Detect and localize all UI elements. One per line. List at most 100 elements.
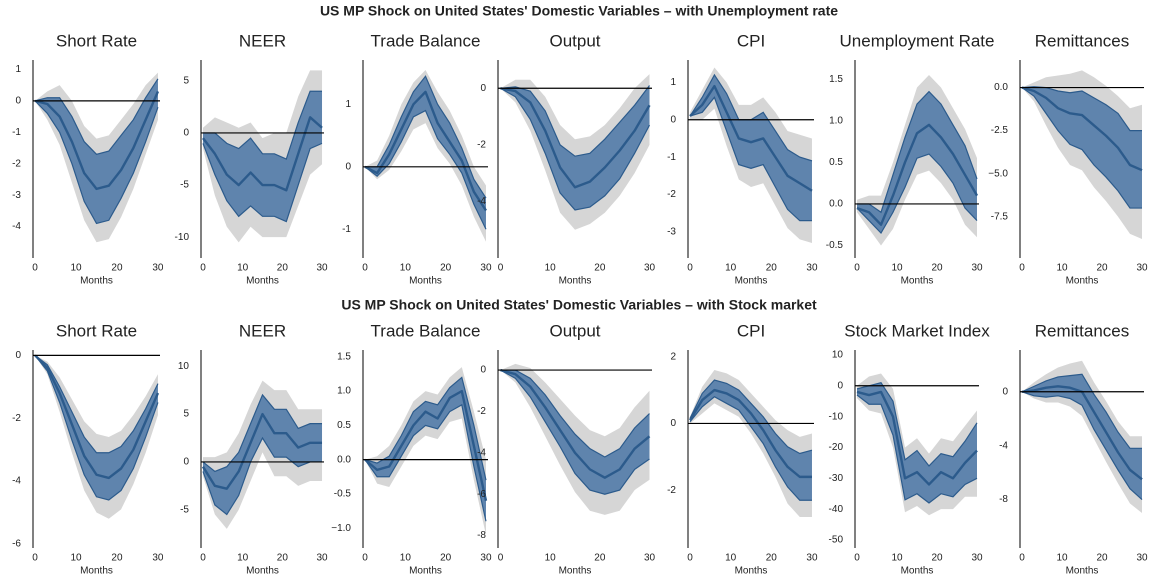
y-tick-label: -40 bbox=[829, 504, 844, 515]
x-tick-label: 30 bbox=[480, 263, 492, 274]
y-tick-label: 1.0 bbox=[829, 115, 843, 126]
median-line bbox=[500, 87, 651, 189]
outer-band bbox=[690, 370, 812, 517]
x-tick-label: 10 bbox=[891, 553, 903, 564]
x-tick-label: 20 bbox=[931, 553, 943, 564]
median-line bbox=[202, 116, 323, 192]
median-line bbox=[201, 412, 323, 490]
outer-band bbox=[1022, 360, 1142, 513]
band-edge bbox=[202, 142, 323, 223]
x-tick-label: 30 bbox=[1136, 553, 1148, 564]
band-edge bbox=[857, 90, 978, 214]
x-axis-label: Months bbox=[901, 566, 934, 577]
x-tick-label: 0 bbox=[1019, 553, 1025, 564]
panel-title: Stock Market Index bbox=[844, 321, 990, 340]
y-tick-label: 0 bbox=[15, 95, 21, 106]
band-edge bbox=[689, 379, 813, 455]
y-tick-label: -3 bbox=[12, 190, 21, 201]
band-edge bbox=[202, 393, 323, 473]
panel-title: NEER bbox=[239, 321, 286, 340]
panel-title: Output bbox=[549, 31, 600, 50]
x-axis-label: Months bbox=[409, 276, 442, 287]
x-tick-label: 30 bbox=[316, 263, 328, 274]
band-edge bbox=[202, 90, 323, 160]
band-edge bbox=[202, 436, 323, 516]
y-tick-label: −5.0 bbox=[988, 168, 1008, 179]
band-edge bbox=[856, 153, 978, 235]
x-tick-label: 30 bbox=[644, 263, 656, 274]
inner-band bbox=[857, 382, 977, 503]
panel-title: Short Rate bbox=[56, 321, 137, 340]
x-tick-label: 20 bbox=[594, 553, 606, 564]
band-edge bbox=[365, 75, 487, 199]
y-tick-label: 0 bbox=[183, 457, 189, 468]
median-line bbox=[34, 354, 160, 480]
x-axis-label: Months bbox=[1066, 566, 1099, 577]
y-tick-label: 0 bbox=[670, 418, 676, 429]
band-edge bbox=[34, 354, 159, 501]
y-tick-label: 0 bbox=[480, 83, 486, 94]
x-axis-label: Months bbox=[559, 566, 592, 577]
y-tick-label: -6 bbox=[477, 489, 486, 500]
y-tick-label: 0 bbox=[837, 380, 843, 391]
band-edge bbox=[500, 87, 651, 211]
y-tick-label: -1 bbox=[12, 127, 21, 138]
band-edge bbox=[689, 396, 812, 501]
y-tick-label: -20 bbox=[829, 442, 844, 453]
x-tick-label: 0 bbox=[200, 263, 206, 274]
x-tick-label: 10 bbox=[400, 263, 412, 274]
x-tick-label: 0 bbox=[32, 263, 38, 274]
panel-title: CPI bbox=[737, 321, 765, 340]
x-tick-label: 10 bbox=[891, 263, 903, 274]
y-tick-label: 0.0 bbox=[829, 199, 843, 210]
x-tick-label: 30 bbox=[152, 553, 164, 564]
x-tick-label: 10 bbox=[1056, 263, 1068, 274]
y-tick-label: -4 bbox=[12, 476, 21, 487]
panel-title: Remittances bbox=[1035, 31, 1129, 50]
x-tick-label: 20 bbox=[931, 263, 943, 274]
panel-title: Trade Balance bbox=[371, 321, 481, 340]
y-tick-label: -7.5 bbox=[991, 211, 1009, 222]
x-tick-label: 20 bbox=[440, 263, 452, 274]
x-tick-label: 10 bbox=[725, 263, 737, 274]
x-tick-label: 10 bbox=[237, 553, 249, 564]
x-tick-label: 20 bbox=[111, 263, 123, 274]
y-tick-label: -8 bbox=[477, 530, 486, 541]
panel-title: Output bbox=[549, 321, 600, 340]
y-tick-label: -0.5 bbox=[826, 240, 844, 251]
x-tick-label: 20 bbox=[1096, 553, 1108, 564]
row-title: US MP Shock on United States' Domestic V… bbox=[341, 297, 817, 313]
x-axis-label: Months bbox=[409, 566, 442, 577]
x-tick-label: 10 bbox=[70, 263, 82, 274]
median-line bbox=[364, 389, 488, 501]
x-axis-label: Months bbox=[735, 566, 768, 577]
y-tick-label: 10 bbox=[178, 361, 190, 372]
inner-band bbox=[857, 91, 977, 234]
x-tick-label: 0 bbox=[32, 553, 38, 564]
panel-title: NEER bbox=[239, 31, 286, 50]
y-tick-label: -2 bbox=[477, 139, 486, 150]
x-tick-label: 20 bbox=[594, 263, 606, 274]
x-tick-label: 0 bbox=[498, 263, 504, 274]
x-axis-label: Months bbox=[559, 276, 592, 287]
y-tick-label: 0 bbox=[1002, 386, 1008, 397]
panel-title: CPI bbox=[737, 31, 765, 50]
y-tick-label: 0 bbox=[15, 350, 21, 361]
x-tick-label: 30 bbox=[971, 263, 983, 274]
x-tick-label: 30 bbox=[316, 553, 328, 564]
y-tick-label: 1 bbox=[345, 99, 351, 110]
y-tick-label: 5 bbox=[183, 409, 189, 420]
y-tick-label: -1 bbox=[667, 152, 676, 163]
band-edge bbox=[1021, 373, 1142, 449]
y-tick-label: -10 bbox=[829, 411, 844, 422]
x-tick-label: 10 bbox=[725, 553, 737, 564]
y-tick-label: 1 bbox=[15, 64, 21, 75]
median-line bbox=[500, 368, 651, 479]
x-axis-label: Months bbox=[246, 566, 279, 577]
band-edge bbox=[689, 96, 812, 222]
y-tick-label: -4 bbox=[12, 221, 21, 232]
x-tick-label: 10 bbox=[545, 263, 557, 274]
inner-band bbox=[35, 78, 158, 224]
x-tick-label: 10 bbox=[545, 553, 557, 564]
